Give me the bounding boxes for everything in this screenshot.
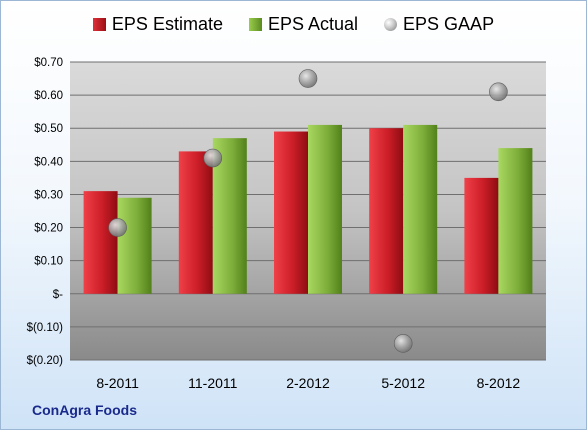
- y-tick-label: $0.50: [34, 123, 63, 135]
- x-tick-label: 8-2011: [96, 375, 139, 391]
- bar-eps-actual: [498, 148, 533, 294]
- y-tick-label: $0.70: [34, 57, 63, 69]
- legend-swatch-eps-gaap: [384, 18, 398, 31]
- bar-eps-actual: [308, 124, 342, 294]
- x-tick-label: 8-2012: [477, 375, 521, 391]
- gaap-markers: [108, 69, 508, 353]
- legend-label-eps-gaap: EPS GAAP: [403, 14, 495, 34]
- marker-eps-gaap: [393, 334, 413, 353]
- legend-label-eps-actual: EPS Actual: [267, 14, 359, 34]
- marker-eps-gaap: [203, 148, 223, 168]
- y-tick-label: $0.40: [34, 156, 63, 168]
- y-tick-label: $(0.10): [27, 322, 64, 334]
- y-tick-label: $0.20: [34, 223, 63, 235]
- y-tick-label: $0.30: [34, 189, 63, 201]
- legend-item-eps-estimate: EPS Estimate: [92, 14, 223, 35]
- legend-swatch-eps-actual: [248, 18, 262, 31]
- bar-eps-estimate: [274, 131, 308, 294]
- legend-item-eps-gaap: EPS GAAP: [384, 14, 494, 35]
- marker-eps-gaap: [108, 218, 127, 237]
- legend-label-eps-estimate: EPS Estimate: [111, 14, 223, 34]
- y-tick-label: $-: [53, 289, 63, 301]
- y-tick-label: $0.10: [34, 256, 63, 268]
- y-tick-label: $0.60: [34, 90, 63, 102]
- y-axis-ticks: $0.70 $0.60 $0.50 $0.40 $0.30 $0.20 $0.10 $- $(0…: [27, 57, 64, 367]
- x-tick-label: 2-2012: [286, 375, 330, 391]
- y-tick-label: $(0.20): [27, 355, 64, 367]
- legend-swatch-eps-estimate: [92, 18, 106, 31]
- marker-eps-gaap: [489, 82, 508, 102]
- legend-item-eps-actual: EPS Actual: [248, 14, 359, 35]
- bar-eps-actual: [403, 124, 438, 294]
- legend: EPS Estimate EPS Actual EPS GAAP: [0, 14, 587, 35]
- x-tick-label: 5-2012: [381, 375, 425, 391]
- company-name: ConAgra Foods: [32, 402, 137, 418]
- x-axis-ticks: 8-2011 11-2011 2-2012 5-2012 8-2012: [96, 375, 520, 391]
- bar-eps-estimate: [83, 191, 118, 294]
- bars: [83, 124, 533, 294]
- bar-eps-estimate: [178, 151, 213, 294]
- x-tick-label: 11-2011: [188, 375, 238, 391]
- bar-eps-actual: [117, 197, 152, 294]
- marker-eps-gaap: [298, 69, 318, 88]
- bar-eps-estimate: [369, 128, 404, 294]
- bar-eps-estimate: [464, 177, 499, 294]
